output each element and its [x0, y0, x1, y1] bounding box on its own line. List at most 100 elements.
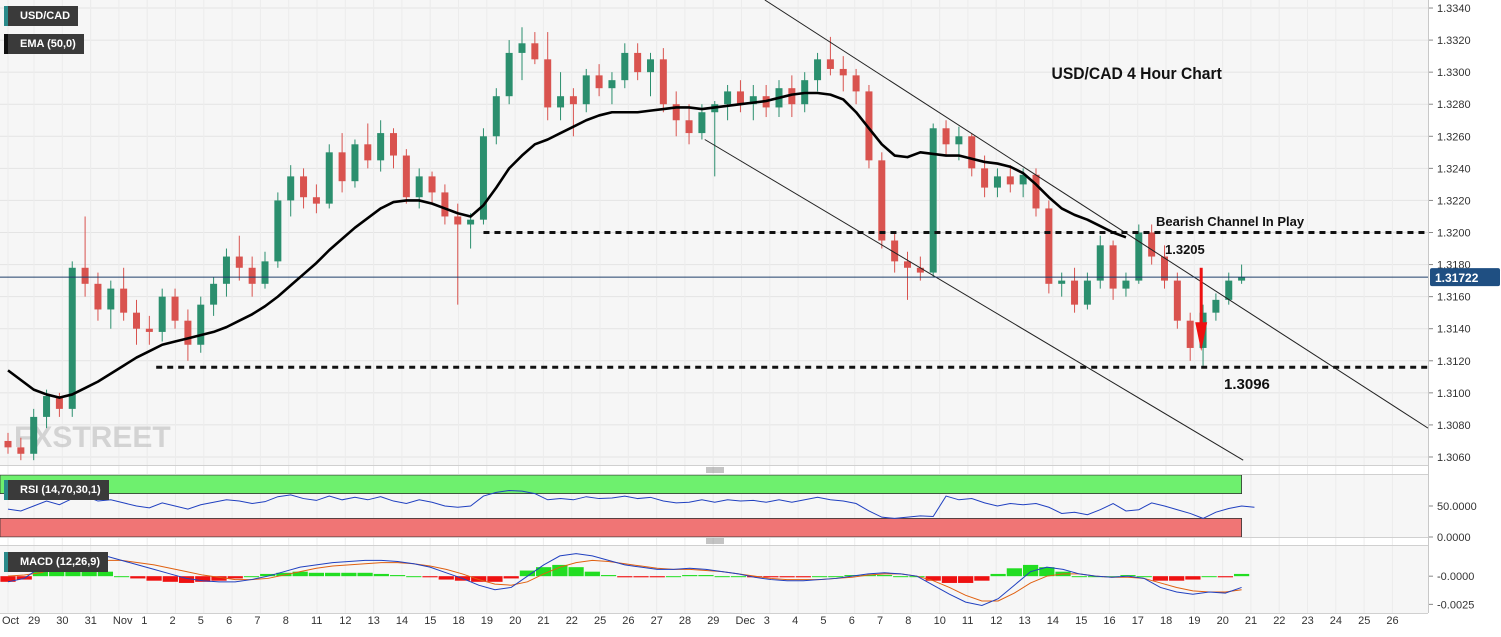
- time-tick-label: 12: [339, 615, 351, 627]
- candle-body: [1083, 280, 1091, 305]
- macd-histogram-bar: [568, 567, 584, 577]
- macd-panel-resize-handle[interactable]: [706, 538, 724, 544]
- candle-body: [479, 136, 487, 220]
- macd-histogram-bar: [990, 573, 1006, 577]
- macd-histogram-bar: [1169, 576, 1185, 581]
- candle-body: [1006, 176, 1014, 185]
- candle-body: [916, 267, 924, 273]
- time-tick-label: 16: [1103, 615, 1115, 627]
- macd-histogram-bar: [503, 576, 519, 579]
- candle-body: [261, 261, 269, 284]
- candle: [133, 299, 140, 345]
- candle-body: [120, 288, 128, 313]
- candle: [1148, 224, 1156, 265]
- candle: [197, 296, 205, 353]
- candle-body: [1148, 232, 1156, 257]
- candle: [1212, 293, 1220, 321]
- candle-body: [865, 91, 873, 161]
- macd-histogram-bar: [747, 576, 763, 578]
- candle-body: [197, 304, 205, 345]
- candle-body: [1071, 280, 1079, 305]
- candle-body: [1186, 320, 1194, 348]
- time-tick-label: 29: [28, 615, 40, 627]
- macd-histogram-bar: [243, 576, 260, 578]
- candle: [724, 84, 732, 121]
- macd-histogram-bar: [730, 576, 747, 578]
- candle-body: [1212, 299, 1220, 313]
- candle: [1096, 235, 1104, 289]
- candle-body: [621, 52, 629, 81]
- time-tick-label: 27: [651, 615, 663, 627]
- candle-body: [107, 288, 115, 310]
- candle-body: [364, 144, 372, 161]
- macd-histogram-bar: [1152, 576, 1169, 581]
- macd-histogram-bar: [81, 568, 97, 577]
- price-tick-label: 1.3220: [1437, 195, 1471, 207]
- candle: [505, 40, 513, 105]
- macd-histogram-bar: [1022, 564, 1039, 577]
- candle-body: [492, 96, 500, 137]
- macd-histogram-bar: [552, 564, 568, 577]
- price-tick-label: 1.3160: [1437, 292, 1471, 304]
- candle-body: [1032, 174, 1040, 209]
- candle: [685, 104, 693, 145]
- rsi-indicator-label[interactable]: RSI (14,70,30,1): [4, 480, 109, 500]
- price-tick-label: 1.3060: [1437, 452, 1471, 464]
- macd-histogram-bar: [438, 576, 454, 580]
- candle-body: [1019, 174, 1027, 185]
- candle-body: [43, 396, 51, 417]
- candle: [81, 216, 89, 297]
- macd-histogram-bar: [844, 575, 860, 577]
- macd-indicator-label[interactable]: MACD (12,26,9): [4, 552, 109, 572]
- candle: [518, 27, 526, 81]
- time-tick-label: 8: [905, 615, 911, 627]
- candle-body: [698, 112, 706, 134]
- time-tick-label: 19: [1188, 615, 1200, 627]
- candle-body: [274, 200, 282, 262]
- macd-line: [7, 553, 1242, 607]
- candle: [300, 168, 308, 209]
- time-tick-label: 20: [1217, 615, 1229, 627]
- ema-indicator-label[interactable]: EMA (50,0): [4, 34, 84, 54]
- candle: [261, 251, 269, 289]
- candle-body: [942, 128, 950, 145]
- candle-body: [659, 59, 667, 105]
- macd-histogram-bar: [714, 576, 730, 578]
- candle: [1032, 168, 1040, 217]
- candle-body: [929, 128, 937, 273]
- candle: [569, 88, 577, 137]
- candle-body: [582, 75, 590, 105]
- macd-histogram-bar: [958, 576, 974, 583]
- candle-body: [30, 416, 38, 454]
- time-tick-label: 8: [283, 615, 289, 627]
- candle-body: [325, 152, 333, 204]
- candle-body: [749, 96, 757, 105]
- candle: [43, 389, 51, 429]
- candle: [210, 277, 218, 316]
- macd-histogram-bar: [308, 572, 325, 577]
- candle-body: [17, 447, 25, 454]
- candle: [68, 261, 76, 417]
- candle: [274, 192, 282, 268]
- macd-histogram-bar: [178, 576, 195, 583]
- rsi-oversold-zone: [0, 518, 1242, 538]
- candle: [4, 432, 12, 454]
- candle-body: [1045, 208, 1053, 284]
- candle: [672, 91, 680, 137]
- time-tick-label: 5: [820, 615, 826, 627]
- candle: [235, 235, 243, 281]
- time-tick-label: 23: [1302, 615, 1314, 627]
- candle-body: [248, 267, 256, 284]
- candle: [479, 128, 487, 225]
- candle-body: [1238, 277, 1246, 281]
- rsi-panel-resize-handle[interactable]: [706, 467, 724, 473]
- macd-histogram-bar: [1039, 567, 1055, 577]
- time-tick-label: 30: [56, 615, 68, 627]
- candle: [377, 120, 385, 172]
- price-tick-label: 1.3080: [1437, 420, 1471, 432]
- macd-histogram-bar: [519, 570, 536, 577]
- candle: [608, 72, 616, 105]
- candle-body: [184, 320, 192, 345]
- last-price-marker: 1.31722: [1430, 268, 1500, 287]
- symbol-label[interactable]: USD/CAD: [4, 6, 79, 26]
